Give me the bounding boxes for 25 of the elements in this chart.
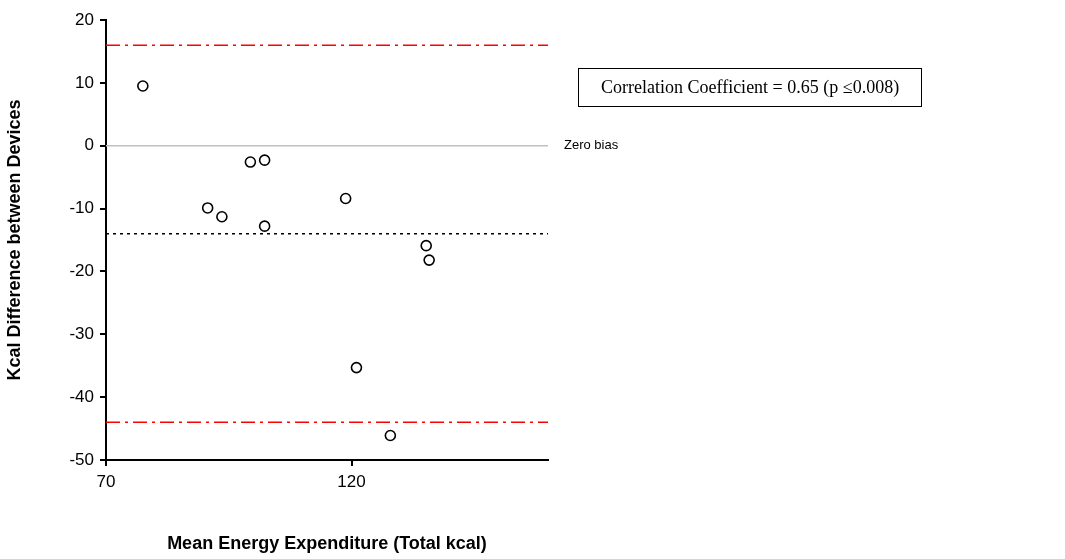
point [350, 361, 363, 374]
y-tick-label: 0 [84, 135, 94, 155]
y-tick-label: -50 [69, 449, 94, 469]
y-tick-label: 20 [75, 9, 94, 29]
y-tick-label: 10 [75, 72, 94, 92]
x-tick-label: 70 [96, 471, 116, 491]
y-tick-label: -30 [69, 323, 94, 343]
ref-line-label: Zero bias [564, 137, 619, 153]
point [339, 192, 352, 205]
x-tick-label: 120 [337, 471, 366, 491]
point [216, 210, 228, 223]
point [137, 80, 149, 92]
point [201, 202, 214, 214]
x-axis-title: Mean Energy Expenditure (Total kcal) [167, 533, 487, 554]
text: Correlation Coefficient = 0.65 (p ≤0.008) [578, 68, 923, 107]
point [420, 239, 432, 252]
point [244, 156, 257, 168]
y-axis-title: Kcal Difference between Devices [3, 99, 24, 381]
point [423, 254, 435, 266]
point [384, 429, 397, 442]
point [258, 220, 271, 232]
y-tick-label: -10 [69, 198, 94, 218]
y-tick-label: -20 [69, 261, 94, 281]
y-tick-label: -40 [69, 386, 94, 406]
point [258, 154, 271, 166]
